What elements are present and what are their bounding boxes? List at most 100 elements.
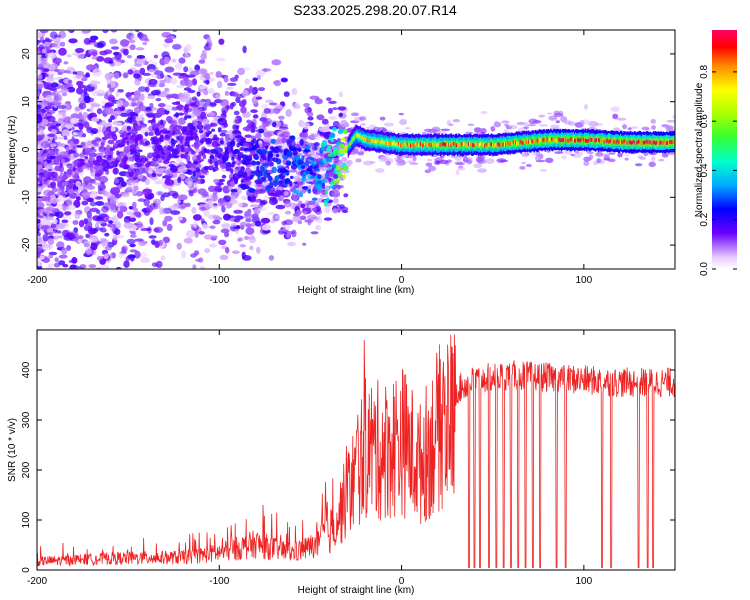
heatmap-cell	[429, 142, 431, 146]
heatmap-cell	[278, 149, 283, 153]
heatmap-cell	[42, 68, 50, 72]
heatmap-cell	[166, 156, 170, 162]
heatmap-cell	[99, 50, 108, 56]
heatmap-cell	[68, 302, 73, 309]
heatmap-cell	[123, 156, 128, 162]
heatmap-cell	[37, 259, 42, 267]
heatmap-cell	[177, 143, 182, 150]
heatmap-cell	[219, 140, 224, 145]
heatmap-cell	[275, 215, 281, 220]
heatmap-cell	[41, 48, 47, 54]
heatmap-cell	[43, 24, 49, 29]
heatmap-cell	[37, 153, 41, 158]
heatmap-cell	[292, 147, 298, 151]
heatmap-cell	[167, 190, 178, 196]
heatmap-cell	[59, 172, 65, 177]
heatmap-cell	[109, 147, 116, 151]
heatmap-cell	[185, 44, 192, 51]
heatmap-cell	[155, 98, 162, 102]
heatmap-cell	[224, 90, 229, 96]
heatmap-cell	[480, 110, 488, 115]
heatmap-cell	[648, 161, 656, 168]
heatmap-cell	[457, 167, 466, 171]
heatmap-cell	[136, 213, 142, 218]
heatmap-cell	[591, 137, 593, 142]
heatmap-cell	[126, 116, 133, 123]
heatmap-cell	[403, 142, 405, 146]
heatmap-cell	[159, 79, 168, 83]
heatmap-cell	[638, 139, 640, 144]
heatmap-cell	[307, 188, 312, 194]
heatmap-cell	[139, 113, 144, 118]
heatmap-cell	[249, 204, 259, 208]
heatmap-cell	[227, 82, 237, 86]
heatmap-cell	[660, 140, 662, 145]
heatmap-cell	[613, 140, 615, 144]
heatmap-cell	[100, 264, 110, 269]
heatmap-cell	[592, 137, 594, 142]
heatmap-cell	[140, 257, 151, 263]
heatmap-cell	[198, 231, 205, 235]
heatmap-cell	[392, 141, 394, 146]
heatmap-cell	[548, 115, 558, 121]
heatmap-cell	[254, 179, 263, 185]
heatmap-cell	[136, 55, 146, 59]
heatmap-cell	[233, 209, 244, 214]
heatmap-cell	[198, 68, 208, 75]
heatmap-cell	[597, 139, 599, 143]
heatmap-cell	[184, 104, 189, 112]
heatmap-cell	[402, 143, 404, 148]
heatmap-cell	[275, 204, 286, 210]
heatmap-cell	[34, 302, 42, 307]
heatmap-cell	[349, 141, 352, 146]
heatmap-cell	[65, 1, 71, 5]
heatmap-cell	[172, 43, 182, 50]
heatmap-cell	[108, 322, 118, 328]
heatmap-cell	[247, 196, 251, 201]
heatmap-cell	[39, 323, 45, 327]
heatmap-cell	[231, 92, 239, 97]
heatmap-cell	[245, 218, 252, 223]
heatmap-cell	[661, 141, 663, 146]
heatmap-cell	[46, 292, 55, 296]
heatmap-cell	[84, 156, 89, 160]
heatmap-cell	[162, 43, 170, 48]
heatmap-cell	[110, 30, 118, 33]
heatmap-cell	[376, 140, 378, 144]
heatmap-cell	[36, 295, 40, 301]
heatmap-cell	[234, 74, 239, 79]
heatmap-cell	[63, 13, 67, 17]
heatmap-cell	[344, 149, 349, 154]
heatmap-cell	[36, 290, 41, 293]
heatmap-cell	[333, 157, 340, 161]
heatmap-cell	[135, 117, 142, 122]
heatmap-cell	[384, 140, 387, 145]
heatmap-cell	[665, 126, 671, 131]
heatmap-cell	[120, 288, 128, 293]
heatmap-cell	[425, 143, 427, 148]
heatmap-cell	[297, 147, 302, 152]
heatmap-cell	[379, 140, 381, 145]
heatmap-cell	[557, 137, 559, 142]
heatmap-cell	[97, 271, 104, 278]
heatmap-cell	[649, 140, 651, 144]
heatmap-cell	[34, 295, 41, 301]
heatmap-cell	[114, 178, 120, 184]
heatmap-cell	[115, 91, 120, 97]
heatmap-cell	[68, 183, 73, 189]
heatmap-cell	[442, 142, 445, 146]
heatmap-cell	[601, 138, 603, 143]
heatmap-cell	[250, 128, 256, 133]
heatmap-cell	[523, 139, 526, 144]
heatmap-cell	[185, 229, 195, 238]
heatmap-cell	[646, 140, 648, 145]
heatmap-cell	[215, 94, 220, 101]
heatmap-cell	[86, 126, 94, 134]
heatmap-cell	[552, 137, 554, 142]
heatmap-cell	[217, 127, 222, 133]
heatmap-cell	[293, 175, 301, 182]
heatmap-cell	[45, 299, 55, 304]
heatmap-cell	[423, 128, 432, 132]
heatmap-cell	[286, 139, 296, 147]
